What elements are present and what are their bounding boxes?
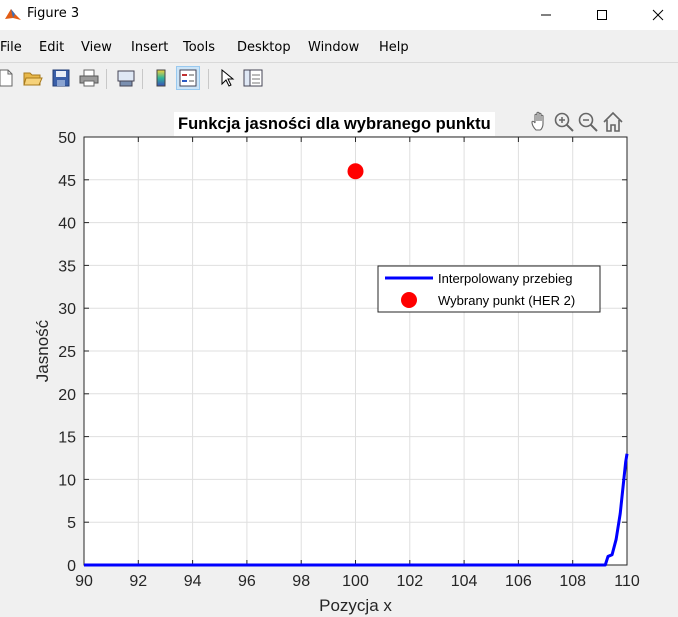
property-inspector-button[interactable] bbox=[241, 66, 265, 90]
close-icon bbox=[652, 9, 664, 21]
new-figure-icon bbox=[0, 69, 13, 87]
menu-file[interactable]: File bbox=[0, 40, 22, 55]
x-tick-label: 96 bbox=[238, 573, 256, 590]
series-marker-wybrany-punkt[interactable] bbox=[347, 163, 364, 180]
menu-insert[interactable]: Insert bbox=[131, 40, 169, 55]
window-titlebar: Figure 3 bbox=[0, 0, 678, 30]
menu-tools[interactable]: Tools bbox=[183, 40, 216, 55]
y-tick-label: 0 bbox=[67, 558, 76, 575]
save-icon bbox=[52, 69, 70, 87]
minimize-icon bbox=[541, 14, 551, 16]
open-file-icon bbox=[23, 72, 43, 86]
link-plot-icon bbox=[117, 70, 135, 87]
colorbar-button[interactable] bbox=[149, 66, 173, 90]
pan-hand-icon[interactable] bbox=[528, 110, 552, 134]
toolbar-separator bbox=[142, 69, 143, 89]
y-tick-label: 25 bbox=[58, 344, 76, 361]
zoom-out-icon[interactable] bbox=[576, 110, 600, 134]
y-tick-label: 35 bbox=[58, 258, 76, 275]
new-figure-button[interactable] bbox=[0, 66, 18, 90]
legend-entry-label: Wybrany punkt (HER 2) bbox=[438, 293, 575, 308]
figure-toolbar bbox=[0, 63, 678, 93]
x-tick-label: 110 bbox=[614, 573, 640, 590]
y-tick-label: 30 bbox=[58, 301, 76, 318]
y-tick-label: 20 bbox=[58, 387, 76, 404]
x-tick-label: 90 bbox=[75, 573, 93, 590]
y-tick-label: 15 bbox=[58, 430, 76, 447]
print-icon bbox=[79, 69, 99, 87]
chart-title: Funkcja jasności dla wybranego punktu bbox=[174, 112, 495, 136]
matlab-logo-icon bbox=[5, 9, 21, 20]
menu-window[interactable]: Window bbox=[308, 40, 360, 55]
x-tick-label: 106 bbox=[505, 573, 532, 590]
property-inspector-icon bbox=[243, 69, 263, 87]
series-line-interpolowany-przebieg[interactable] bbox=[84, 453, 629, 567]
menu-edit[interactable]: Edit bbox=[39, 40, 65, 55]
y-tick-label: 50 bbox=[58, 130, 76, 147]
x-tick-label: 104 bbox=[451, 573, 478, 590]
x-tick-label: 92 bbox=[129, 573, 147, 590]
save-button[interactable] bbox=[49, 66, 73, 90]
y-tick-label: 40 bbox=[58, 216, 76, 233]
menu-divider bbox=[0, 62, 678, 63]
x-tick-label: 94 bbox=[184, 573, 202, 590]
x-tick-label: 102 bbox=[396, 573, 423, 590]
x-axis-label: Pozycja x bbox=[319, 596, 392, 615]
open-file-button[interactable] bbox=[21, 66, 45, 90]
menu-bar: File Edit View Insert Tools Desktop Wind… bbox=[0, 33, 420, 63]
x-tick-label: 100 bbox=[342, 573, 369, 590]
window-title: Figure 3 bbox=[27, 6, 80, 21]
zoom-in-icon[interactable] bbox=[552, 110, 576, 134]
y-tick-label: 5 bbox=[67, 515, 76, 532]
pointer-button[interactable] bbox=[215, 66, 239, 90]
menu-view[interactable]: View bbox=[81, 40, 112, 55]
y-axis-label: Jasność bbox=[33, 319, 52, 382]
close-button[interactable] bbox=[628, 0, 678, 30]
minimize-button[interactable] bbox=[516, 0, 576, 30]
legend-entry-label: Interpolowany przebieg bbox=[438, 271, 572, 286]
home-icon[interactable] bbox=[601, 110, 625, 134]
pointer-icon bbox=[221, 69, 235, 87]
print-button[interactable] bbox=[77, 66, 101, 90]
legend-icon bbox=[179, 69, 197, 87]
y-tick-label: 10 bbox=[58, 472, 76, 489]
legend-swatch-marker bbox=[401, 292, 417, 308]
toolbar-separator bbox=[106, 69, 107, 89]
menu-help[interactable]: Help bbox=[379, 40, 409, 55]
maximize-button[interactable] bbox=[572, 0, 632, 30]
menu-desktop[interactable]: Desktop bbox=[237, 40, 291, 55]
x-tick-label: 108 bbox=[559, 573, 586, 590]
toolbar-separator bbox=[208, 69, 209, 89]
maximize-icon bbox=[597, 10, 607, 20]
x-tick-label: 98 bbox=[292, 573, 310, 590]
legend-button[interactable] bbox=[176, 66, 200, 90]
link-plot-button[interactable] bbox=[114, 66, 138, 90]
y-tick-label: 45 bbox=[58, 173, 76, 190]
colorbar-icon bbox=[156, 69, 166, 87]
